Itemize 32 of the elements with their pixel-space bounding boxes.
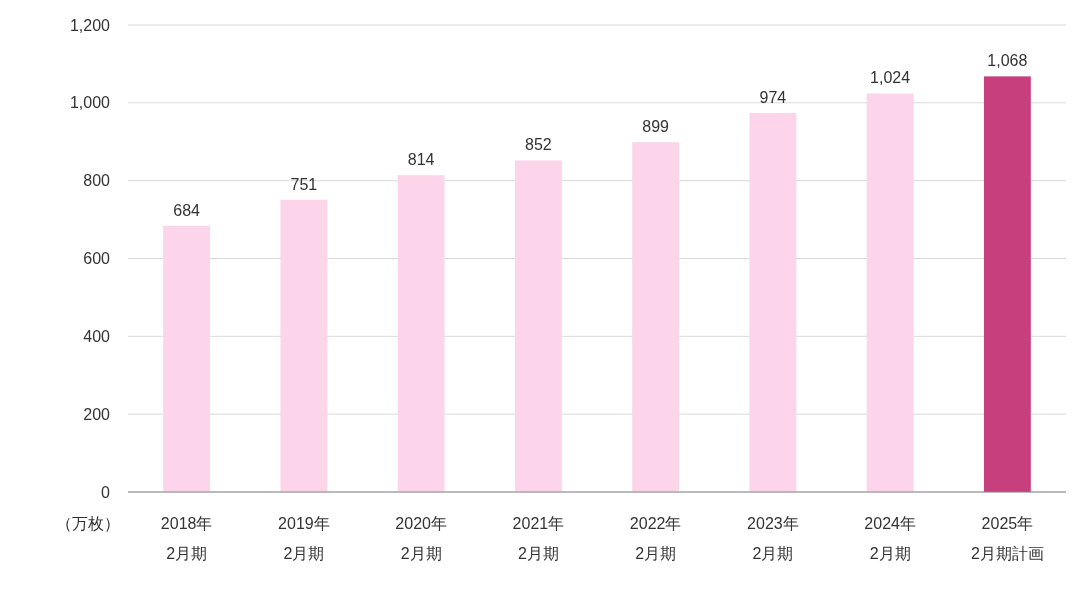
bar: [397, 175, 445, 492]
y-tick-label: 1,200: [69, 16, 111, 34]
data-label: 852: [525, 136, 552, 154]
data-label: 814: [407, 151, 435, 169]
bar: [514, 160, 562, 492]
data-label: 1,024: [870, 69, 911, 87]
x-tick-label: 2018年 2月期: [160, 515, 213, 562]
data-label: 1,068: [987, 52, 1028, 70]
data-label: 974: [759, 88, 787, 106]
x-tick-label: 2021年 2月期: [512, 515, 565, 562]
bar: [163, 225, 211, 492]
y-tick-label: 200: [83, 405, 111, 423]
y-tick-label: 400: [83, 327, 111, 345]
data-label: 899: [642, 118, 670, 136]
data-label: 684: [173, 201, 201, 219]
y-tick-label: 600: [83, 250, 111, 268]
x-tick-label: 2024年 2月期: [864, 515, 916, 562]
x-tick-label: 2020年 2月期: [395, 515, 447, 562]
bar: [280, 199, 328, 492]
y-tick-label: 800: [83, 172, 111, 190]
bar: [749, 112, 797, 492]
y-tick-label: 1,000: [69, 94, 111, 112]
bar: [866, 93, 914, 492]
y-tick-label: 0: [101, 483, 111, 501]
x-tick-label: 2025年 2月期計画: [970, 515, 1044, 562]
x-tick-label: 2019年 2月期: [278, 515, 330, 562]
x-tick-label: 2022年 2月期: [629, 515, 682, 562]
bar: [632, 142, 680, 492]
x-tick-label: 2023年 2月期: [747, 515, 799, 562]
data-label: 751: [290, 175, 318, 193]
y-axis-title: （万枚）: [56, 515, 120, 532]
bar: [983, 76, 1031, 492]
